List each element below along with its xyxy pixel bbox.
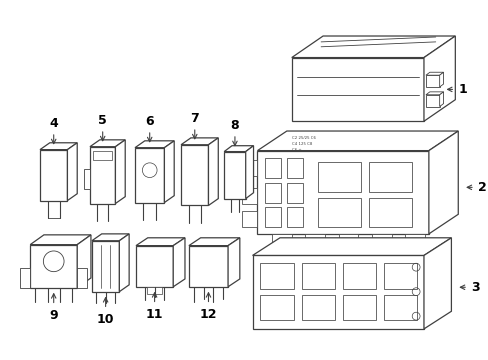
Polygon shape (135, 141, 174, 148)
Polygon shape (252, 256, 423, 329)
Bar (286, 183, 302, 203)
Bar (301, 294, 334, 320)
Polygon shape (257, 150, 428, 234)
Text: C2 25/25 C6: C2 25/25 C6 (291, 136, 315, 140)
Bar (318, 198, 361, 227)
Polygon shape (188, 238, 239, 246)
Polygon shape (439, 72, 443, 87)
Polygon shape (272, 234, 291, 248)
Bar (265, 207, 281, 227)
Polygon shape (305, 234, 325, 248)
Text: 7: 7 (190, 112, 199, 125)
Text: 12: 12 (199, 308, 217, 321)
Polygon shape (181, 138, 218, 145)
Polygon shape (40, 150, 67, 201)
Text: 1: 1 (457, 83, 466, 96)
Polygon shape (291, 58, 423, 121)
Bar (342, 294, 375, 320)
Polygon shape (439, 92, 443, 107)
Polygon shape (164, 141, 174, 203)
Polygon shape (115, 170, 121, 189)
Polygon shape (90, 147, 115, 203)
Polygon shape (119, 234, 129, 292)
Bar (368, 198, 411, 227)
Polygon shape (67, 143, 77, 201)
Polygon shape (40, 143, 77, 150)
Bar (301, 263, 334, 289)
Bar (342, 263, 375, 289)
Polygon shape (405, 234, 424, 248)
Polygon shape (224, 146, 253, 152)
Polygon shape (425, 95, 439, 107)
Bar (265, 158, 281, 178)
Polygon shape (92, 241, 119, 292)
Polygon shape (252, 238, 450, 256)
Polygon shape (425, 92, 443, 95)
Polygon shape (241, 188, 257, 203)
Polygon shape (136, 238, 184, 246)
Polygon shape (291, 36, 454, 58)
Polygon shape (77, 235, 91, 288)
Polygon shape (338, 234, 358, 248)
Polygon shape (257, 131, 457, 150)
Polygon shape (147, 287, 162, 294)
Polygon shape (425, 75, 439, 87)
Polygon shape (428, 131, 457, 234)
Text: C4 125 C8: C4 125 C8 (291, 142, 311, 146)
Text: 2: 2 (477, 181, 486, 194)
Polygon shape (371, 234, 391, 248)
Polygon shape (115, 140, 125, 203)
Text: 3: 3 (470, 281, 479, 294)
Polygon shape (423, 36, 454, 121)
Polygon shape (224, 152, 245, 199)
Bar (260, 263, 293, 289)
Bar (318, 162, 361, 192)
Polygon shape (30, 245, 77, 288)
Bar (286, 207, 302, 227)
Polygon shape (181, 145, 208, 206)
Polygon shape (208, 138, 218, 206)
Polygon shape (92, 234, 129, 241)
Polygon shape (135, 148, 164, 203)
Polygon shape (20, 268, 30, 288)
Polygon shape (241, 161, 257, 176)
Polygon shape (77, 268, 87, 288)
Bar (260, 294, 293, 320)
Bar (368, 162, 411, 192)
Text: 9: 9 (49, 309, 58, 322)
Polygon shape (90, 140, 125, 147)
Polygon shape (423, 238, 450, 329)
Bar (93, 150, 112, 161)
Text: 11: 11 (145, 308, 163, 321)
Polygon shape (136, 246, 173, 287)
Polygon shape (84, 170, 90, 189)
Polygon shape (30, 235, 91, 245)
Bar (286, 158, 302, 178)
Text: 6: 6 (145, 115, 154, 128)
Polygon shape (188, 246, 227, 287)
Polygon shape (425, 72, 443, 75)
Polygon shape (227, 238, 239, 287)
Text: 10: 10 (97, 313, 114, 326)
Polygon shape (241, 211, 257, 227)
Text: C6 +: C6 + (291, 148, 301, 152)
Polygon shape (245, 146, 253, 199)
Text: 4: 4 (49, 117, 58, 130)
Text: 5: 5 (98, 114, 107, 127)
Bar (383, 263, 416, 289)
Bar (383, 294, 416, 320)
Bar (265, 183, 281, 203)
Polygon shape (173, 238, 184, 287)
Text: 8: 8 (230, 119, 239, 132)
